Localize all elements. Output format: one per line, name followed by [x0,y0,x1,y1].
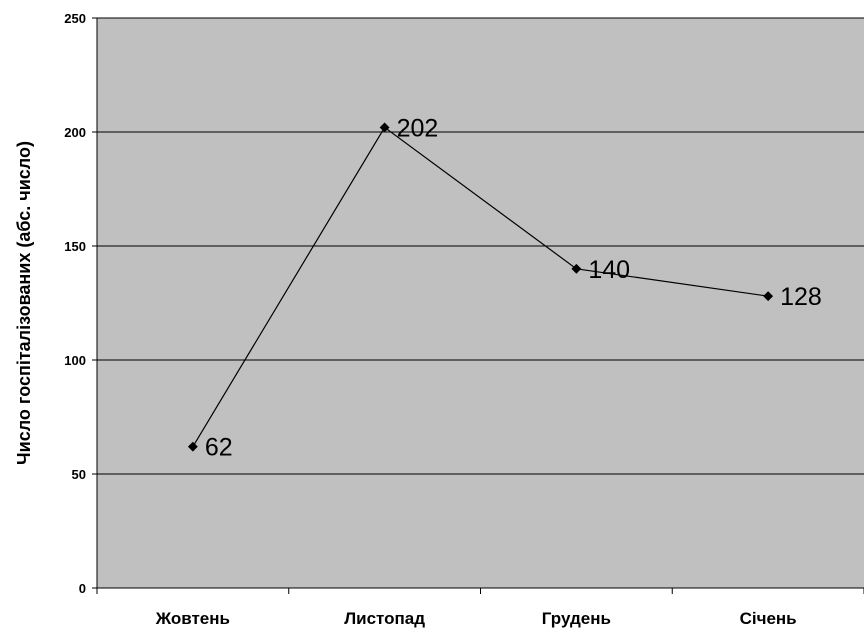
y-axis-title: Число госпіталізованих (абс. число) [14,141,34,465]
plot-area [97,18,864,588]
series-line-path [192,126,769,447]
data-label: 128 [780,283,822,311]
data-point-marker [187,441,198,452]
y-tick-label: 50 [72,467,86,482]
x-tick-label: Листопад [344,609,425,628]
data-label: 62 [205,434,233,462]
x-tick-label: Грудень [542,609,611,628]
x-tick-label: Січень [740,609,797,628]
y-tick-label: 200 [64,125,86,140]
data-label: 140 [588,256,630,284]
x-ticks: Жовтень Листопад Грудень Січень [96,588,864,628]
x-tick-label: Жовтень [155,609,230,628]
gridlines [97,17,864,475]
y-tick-label: 150 [64,239,86,254]
y-tick-label: 0 [79,581,86,596]
y-tick-label: 250 [64,11,86,26]
data-labels: 62 202 140 128 [205,114,822,461]
series-line [192,126,769,447]
data-label: 202 [397,114,439,142]
y-ticks: 0 50 100 150 200 250 [64,11,97,596]
series-points [187,122,774,452]
data-point-marker [763,291,774,302]
data-point-marker [571,263,582,274]
y-tick-label: 100 [64,353,86,368]
